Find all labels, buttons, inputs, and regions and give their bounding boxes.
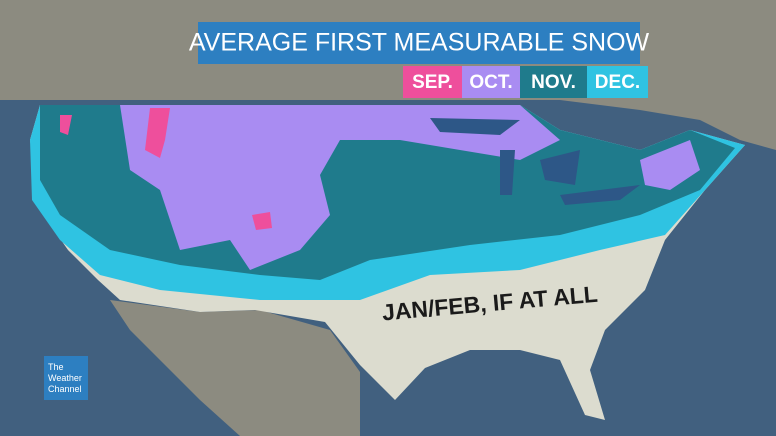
legend-label: NOV. [531,72,576,93]
title-box [198,22,640,64]
legend-label: OCT. [469,72,512,93]
oct-zone [120,105,560,270]
logo-line: The [48,362,64,372]
legend-label: SEP. [412,72,453,93]
legend-label: DEC. [595,72,640,93]
logo-line: Channel [48,384,82,394]
legend-swatch [403,66,462,98]
legend: SEP. OCT. NOV. DEC. [403,66,648,98]
legend-swatch [520,66,587,98]
sep-zone [145,108,170,158]
legend-swatch [587,66,648,98]
sep-zone-co [252,212,272,230]
title: AVERAGE FIRST MEASURABLE SNOW [189,29,650,57]
legend-swatch [462,66,520,98]
great-lakes [430,118,640,205]
logo [44,356,88,400]
sep-zone-w [60,115,72,135]
logo-line: Weather [48,373,82,383]
oct-zone-ne [640,140,700,190]
mexico [110,300,360,436]
